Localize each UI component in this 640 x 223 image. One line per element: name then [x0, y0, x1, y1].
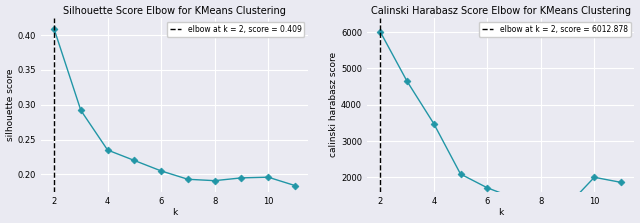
X-axis label: k: k [498, 209, 503, 217]
Y-axis label: silhouette score: silhouette score [6, 68, 15, 141]
Legend: elbow at k = 2, score = 0.409: elbow at k = 2, score = 0.409 [167, 22, 305, 37]
X-axis label: k: k [172, 209, 177, 217]
Title: Silhouette Score Elbow for KMeans Clustering: Silhouette Score Elbow for KMeans Cluste… [63, 6, 286, 16]
Legend: elbow at k = 2, score = 6012.878: elbow at k = 2, score = 6012.878 [479, 22, 630, 37]
Title: Calinski Harabasz Score Elbow for KMeans Clustering: Calinski Harabasz Score Elbow for KMeans… [371, 6, 630, 16]
Y-axis label: calinski harabasz score: calinski harabasz score [329, 52, 338, 157]
